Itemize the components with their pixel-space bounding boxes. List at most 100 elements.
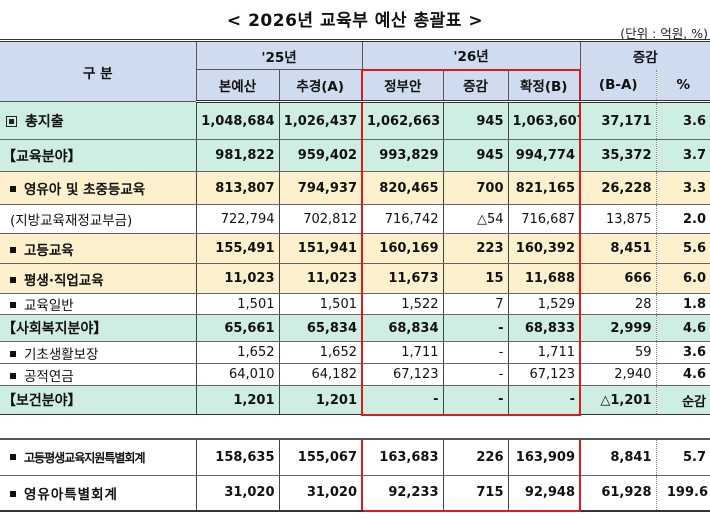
table-row: 평생·직업교육 11,023 11,023 11,673 15 11,688 6… (0, 263, 710, 294)
row-label: 영유아 및 초중등교육 (0, 171, 196, 205)
cell-proposal: 716,742 (361, 204, 443, 234)
cell-pct: 1.8 (655, 293, 710, 315)
cell-final: 163,909 (507, 437, 581, 476)
cell-proposal: 68,834 (361, 314, 443, 342)
cell-proposal: 993,829 (361, 139, 443, 172)
cell-final: 716,687 (507, 204, 581, 234)
cell-pct: 3.6 (655, 101, 710, 140)
cell-base: 64,010 (195, 363, 279, 386)
header-final-b: 확정(B) (507, 68, 581, 103)
cell-pct: 5.6 (655, 233, 710, 264)
cell-base: 65,661 (195, 314, 279, 342)
cell-adjust: - (442, 341, 508, 364)
row-label: 【교육분야】 (0, 139, 196, 172)
cell-base: 11,023 (195, 263, 279, 294)
cell-final: 11,688 (507, 263, 581, 294)
cell-adjust: 700 (442, 171, 508, 205)
cell-adjust: 15 (442, 263, 508, 294)
cell-final: 821,165 (507, 171, 581, 205)
header-2026: '26년 (361, 39, 580, 70)
cell-adjust: 7 (442, 293, 508, 315)
cell-supp: 702,812 (278, 204, 362, 234)
cell-pct: 6.0 (655, 263, 710, 294)
cell-supp: 151,941 (278, 233, 362, 264)
cell-pct: 3.7 (655, 139, 710, 172)
row-label: 【사회복지분야】 (0, 314, 196, 342)
header-percent: % (655, 69, 710, 103)
bullet-square-icon (10, 350, 16, 357)
bullet-square-icon (10, 276, 16, 283)
row-label: 고등교육 (0, 233, 196, 264)
cell-diff: 37,171 (579, 101, 656, 140)
cell-supp: 1,501 (278, 293, 362, 315)
header-supplementary-a: 추경(A) (278, 69, 362, 103)
cell-supp: 1,652 (278, 341, 362, 364)
cell-base: 155,491 (195, 233, 279, 264)
cell-base: 158,635 (195, 438, 279, 476)
cell-proposal: 1,062,663 (361, 101, 443, 140)
cell-supp: 11,023 (278, 263, 362, 294)
cell-supp: 31,020 (278, 475, 362, 512)
table-row: 【보건분야】 1,201 1,201 - - - △1,201 순감 (0, 385, 710, 416)
row-label: 공적연금 (0, 363, 196, 386)
cell-pct: 3.3 (655, 171, 710, 205)
spacer-row (0, 414, 710, 440)
table-row: 영유아특별회계 31,020 31,020 92,233 715 92,948 … (0, 475, 710, 512)
row-label: 교육일반 (0, 293, 196, 315)
cell-adjust: - (442, 314, 508, 342)
cell-proposal: 160,169 (361, 233, 443, 264)
cell-adjust: 226 (442, 437, 508, 476)
cell-proposal: 11,673 (361, 263, 443, 294)
cell-diff: △1,201 (579, 385, 656, 415)
cell-proposal: 163,683 (361, 437, 443, 476)
table-row: 고등교육 155,491 151,941 160,169 223 160,392… (0, 233, 710, 264)
cell-diff: 666 (579, 263, 656, 294)
cell-final: 68,833 (507, 314, 581, 342)
row-label: (지방교육재정교부금) (0, 204, 196, 234)
cell-proposal: - (361, 385, 443, 416)
cell-pct: 5.7 (655, 438, 710, 476)
cell-final: 160,392 (507, 233, 581, 264)
table-row: 【사회복지분야】 65,661 65,834 68,834 - 68,833 2… (0, 314, 710, 342)
row-label: 기초생활보장 (0, 341, 196, 364)
header-category: 구 분 (0, 39, 196, 102)
cell-base: 1,048,684 (195, 101, 279, 140)
bullet-square-icon (10, 372, 16, 379)
table-row: 기초생활보장 1,652 1,652 1,711 - 1,711 59 3.6 (0, 341, 710, 364)
row-label: 고등평생교육지원특별회계 (0, 438, 196, 476)
cell-proposal: 67,123 (361, 363, 443, 386)
cell-base: 31,020 (195, 475, 279, 512)
cell-base: 981,822 (195, 139, 279, 172)
row-label: 【보건분야】 (0, 385, 196, 415)
table-row: (지방교육재정교부금) 722,794 702,812 716,742 △54 … (0, 204, 710, 234)
cell-adjust: △54 (442, 204, 508, 234)
cell-final: 1,063,607 (507, 101, 581, 140)
cell-final: 67,123 (507, 363, 581, 386)
cell-pct: 순감 (655, 385, 710, 415)
budget-summary-table: 구 분 '25년 '26년 증감 본예산 추경(A) 정부안 증감 확정(B) … (0, 39, 710, 512)
cell-supp: 65,834 (278, 314, 362, 342)
cell-diff: 28 (579, 293, 656, 315)
cell-adjust: - (442, 385, 508, 416)
row-label: 영유아특별회계 (0, 475, 196, 512)
header-2025: '25년 (195, 39, 362, 70)
cell-diff: 59 (579, 341, 656, 364)
cell-final: 1,529 (507, 293, 581, 315)
page-title: < 2026년 교육부 예산 총괄표 > (226, 11, 484, 31)
cell-adjust: - (442, 363, 508, 386)
cell-diff: 61,928 (579, 475, 656, 512)
header-adjustment: 증감 (442, 68, 508, 103)
cell-final: 994,774 (507, 139, 581, 172)
table-row: 고등평생교육지원특별회계 158,635 155,067 163,683 226… (0, 437, 710, 476)
table-row: 【교육분야】 981,822 959,402 993,829 945 994,7… (0, 139, 710, 172)
cell-diff: 2,940 (579, 363, 656, 386)
cell-supp: 959,402 (278, 139, 362, 172)
cell-base: 722,794 (195, 204, 279, 234)
cell-proposal: 1,711 (361, 341, 443, 364)
cell-adjust: 945 (442, 139, 508, 172)
cell-pct: 4.6 (655, 314, 710, 342)
cell-supp: 1,201 (278, 385, 362, 415)
cell-proposal: 92,233 (361, 475, 443, 512)
cell-base: 1,201 (195, 385, 279, 415)
table-row: 교육일반 1,501 1,501 1,522 7 1,529 28 1.8 (0, 293, 710, 315)
